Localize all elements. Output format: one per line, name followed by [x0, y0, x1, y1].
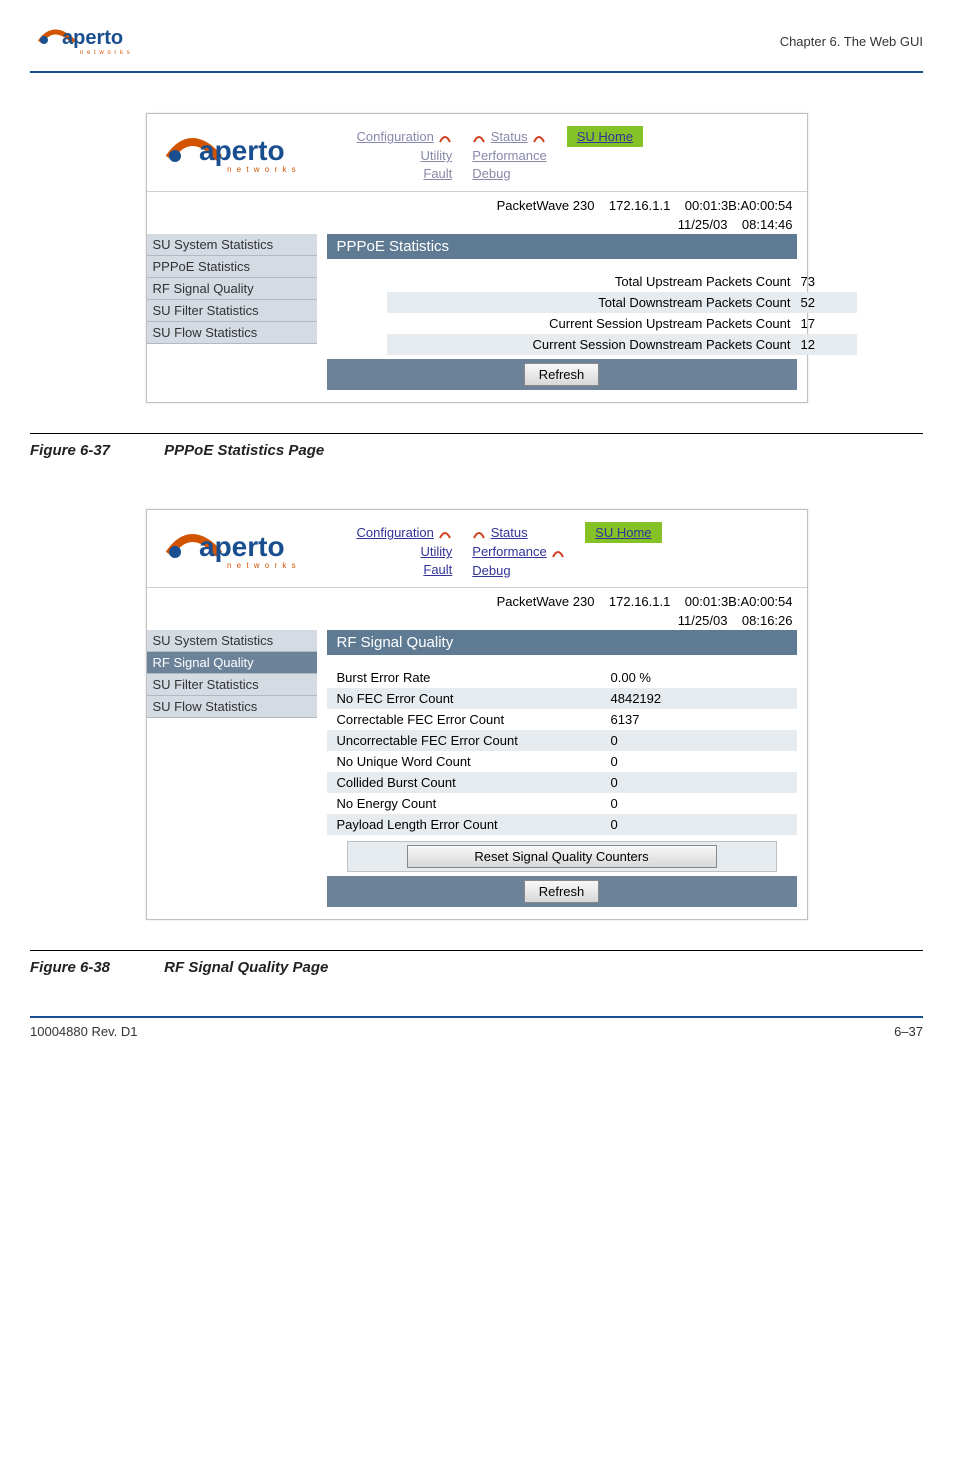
- svg-text:aperto: aperto: [62, 27, 123, 49]
- nav-col-2: Status Performance Debug: [472, 128, 546, 182]
- stat-label: Total Downstream Packets Count: [393, 295, 797, 310]
- refresh-button[interactable]: Refresh: [524, 363, 600, 386]
- stat-label: Correctable FEC Error Count: [333, 712, 611, 727]
- stat-value: 0.00 %: [611, 670, 791, 685]
- sidebar-item[interactable]: SU Filter Statistics: [147, 300, 317, 322]
- stat-value: 17: [797, 316, 851, 331]
- stat-value: 0: [611, 733, 791, 748]
- reset-counters-button[interactable]: Reset Signal Quality Counters: [407, 845, 717, 868]
- svg-text:n e t w o r k s: n e t w o r k s: [227, 165, 297, 174]
- stat-value: 52: [797, 295, 851, 310]
- aperto-logo-icon: aperto n e t w o r k s: [157, 122, 317, 185]
- page-header: aperto n e t w o r k s Chapter 6. The We…: [30, 20, 923, 73]
- device-info-line2: 11/25/03 08:16:26: [147, 611, 807, 630]
- nav-debug[interactable]: Debug: [472, 165, 546, 182]
- stat-value: 0: [611, 775, 791, 790]
- aperto-logo-icon: aperto n e t w o r k s: [157, 518, 317, 581]
- stat-label: Uncorrectable FEC Error Count: [333, 733, 611, 748]
- nav-status[interactable]: Status: [491, 525, 528, 540]
- svg-text:n e t w o r k s: n e t w o r k s: [80, 50, 131, 56]
- svg-text:aperto: aperto: [199, 135, 285, 166]
- nav-configuration[interactable]: Configuration: [357, 525, 434, 540]
- nav-status[interactable]: Status: [491, 129, 528, 144]
- sidebar-item[interactable]: SU System Statistics: [147, 234, 317, 256]
- device-info-line1: PacketWave 230 172.16.1.1 00:01:3B:A0:00…: [147, 592, 807, 611]
- sidebar-item[interactable]: RF Signal Quality: [147, 278, 317, 300]
- su-home-button[interactable]: SU Home: [585, 522, 661, 543]
- sidebar-item[interactable]: SU System Statistics: [147, 630, 317, 652]
- nav-fault[interactable]: Fault: [357, 561, 453, 578]
- sidebar-item[interactable]: SU Flow Statistics: [147, 696, 317, 718]
- stat-label: Payload Length Error Count: [333, 817, 611, 832]
- page-footer: 10004880 Rev. D1 6–37: [30, 1016, 923, 1039]
- stat-label: No Unique Word Count: [333, 754, 611, 769]
- nav-col-1: Configuration Utility Fault: [357, 128, 453, 182]
- nav-col-1: Configuration Utility Fault: [357, 524, 453, 579]
- nav-configuration[interactable]: Configuration: [357, 129, 434, 144]
- stat-value: 6137: [611, 712, 791, 727]
- figure-1-screenshot: aperto n e t w o r k s Configuration Uti…: [146, 113, 808, 403]
- stat-value: 4842192: [611, 691, 791, 706]
- panel-title: PPPoE Statistics: [327, 234, 797, 259]
- stat-label: Burst Error Rate: [333, 670, 611, 685]
- panel-title: RF Signal Quality: [327, 630, 797, 655]
- stat-value: 0: [611, 754, 791, 769]
- logo-small: aperto n e t w o r k s: [30, 20, 150, 63]
- su-home-button[interactable]: SU Home: [567, 126, 643, 147]
- nav-performance[interactable]: Performance: [472, 544, 546, 559]
- stat-value: 0: [611, 817, 791, 832]
- figure-caption: Figure 6-38 RF Signal Quality Page: [30, 959, 923, 976]
- stat-value: 0: [611, 796, 791, 811]
- sidebar-item[interactable]: SU Filter Statistics: [147, 674, 317, 696]
- sidebar-item[interactable]: PPPoE Statistics: [147, 256, 317, 278]
- stat-value: 73: [797, 274, 851, 289]
- stat-label: No Energy Count: [333, 796, 611, 811]
- nav-utility[interactable]: Utility: [357, 543, 453, 560]
- sidebar: SU System Statistics RF Signal Quality S…: [147, 630, 317, 919]
- device-info-line1: PacketWave 230 172.16.1.1 00:01:3B:A0:00…: [147, 196, 807, 215]
- sidebar-item[interactable]: SU Flow Statistics: [147, 322, 317, 344]
- sidebar-item[interactable]: RF Signal Quality: [147, 652, 317, 674]
- svg-text:n e t w o r k s: n e t w o r k s: [227, 561, 297, 570]
- footer-right: 6–37: [894, 1024, 923, 1039]
- nav-debug[interactable]: Debug: [472, 562, 565, 579]
- svg-text:aperto: aperto: [199, 531, 285, 562]
- nav-fault[interactable]: Fault: [357, 165, 453, 182]
- refresh-button[interactable]: Refresh: [524, 880, 600, 903]
- stat-label: Collided Burst Count: [333, 775, 611, 790]
- device-info-line2: 11/25/03 08:14:46: [147, 215, 807, 234]
- stat-label: Current Session Downstream Packets Count: [393, 337, 797, 352]
- footer-left: 10004880 Rev. D1: [30, 1024, 137, 1039]
- nav-performance[interactable]: Performance: [472, 147, 546, 164]
- nav-col-2: Status Performance Debug: [472, 524, 565, 579]
- figure-2-screenshot: aperto n e t w o r k s Configuration Uti…: [146, 509, 808, 920]
- stat-value: 12: [797, 337, 851, 352]
- chapter-title: Chapter 6. The Web GUI: [780, 34, 923, 49]
- stat-label: Current Session Upstream Packets Count: [393, 316, 797, 331]
- figure-caption: Figure 6-37 PPPoE Statistics Page: [30, 442, 923, 459]
- stat-label: Total Upstream Packets Count: [393, 274, 797, 289]
- sidebar: SU System Statistics PPPoE Statistics RF…: [147, 234, 317, 402]
- stat-label: No FEC Error Count: [333, 691, 611, 706]
- nav-utility[interactable]: Utility: [357, 147, 453, 164]
